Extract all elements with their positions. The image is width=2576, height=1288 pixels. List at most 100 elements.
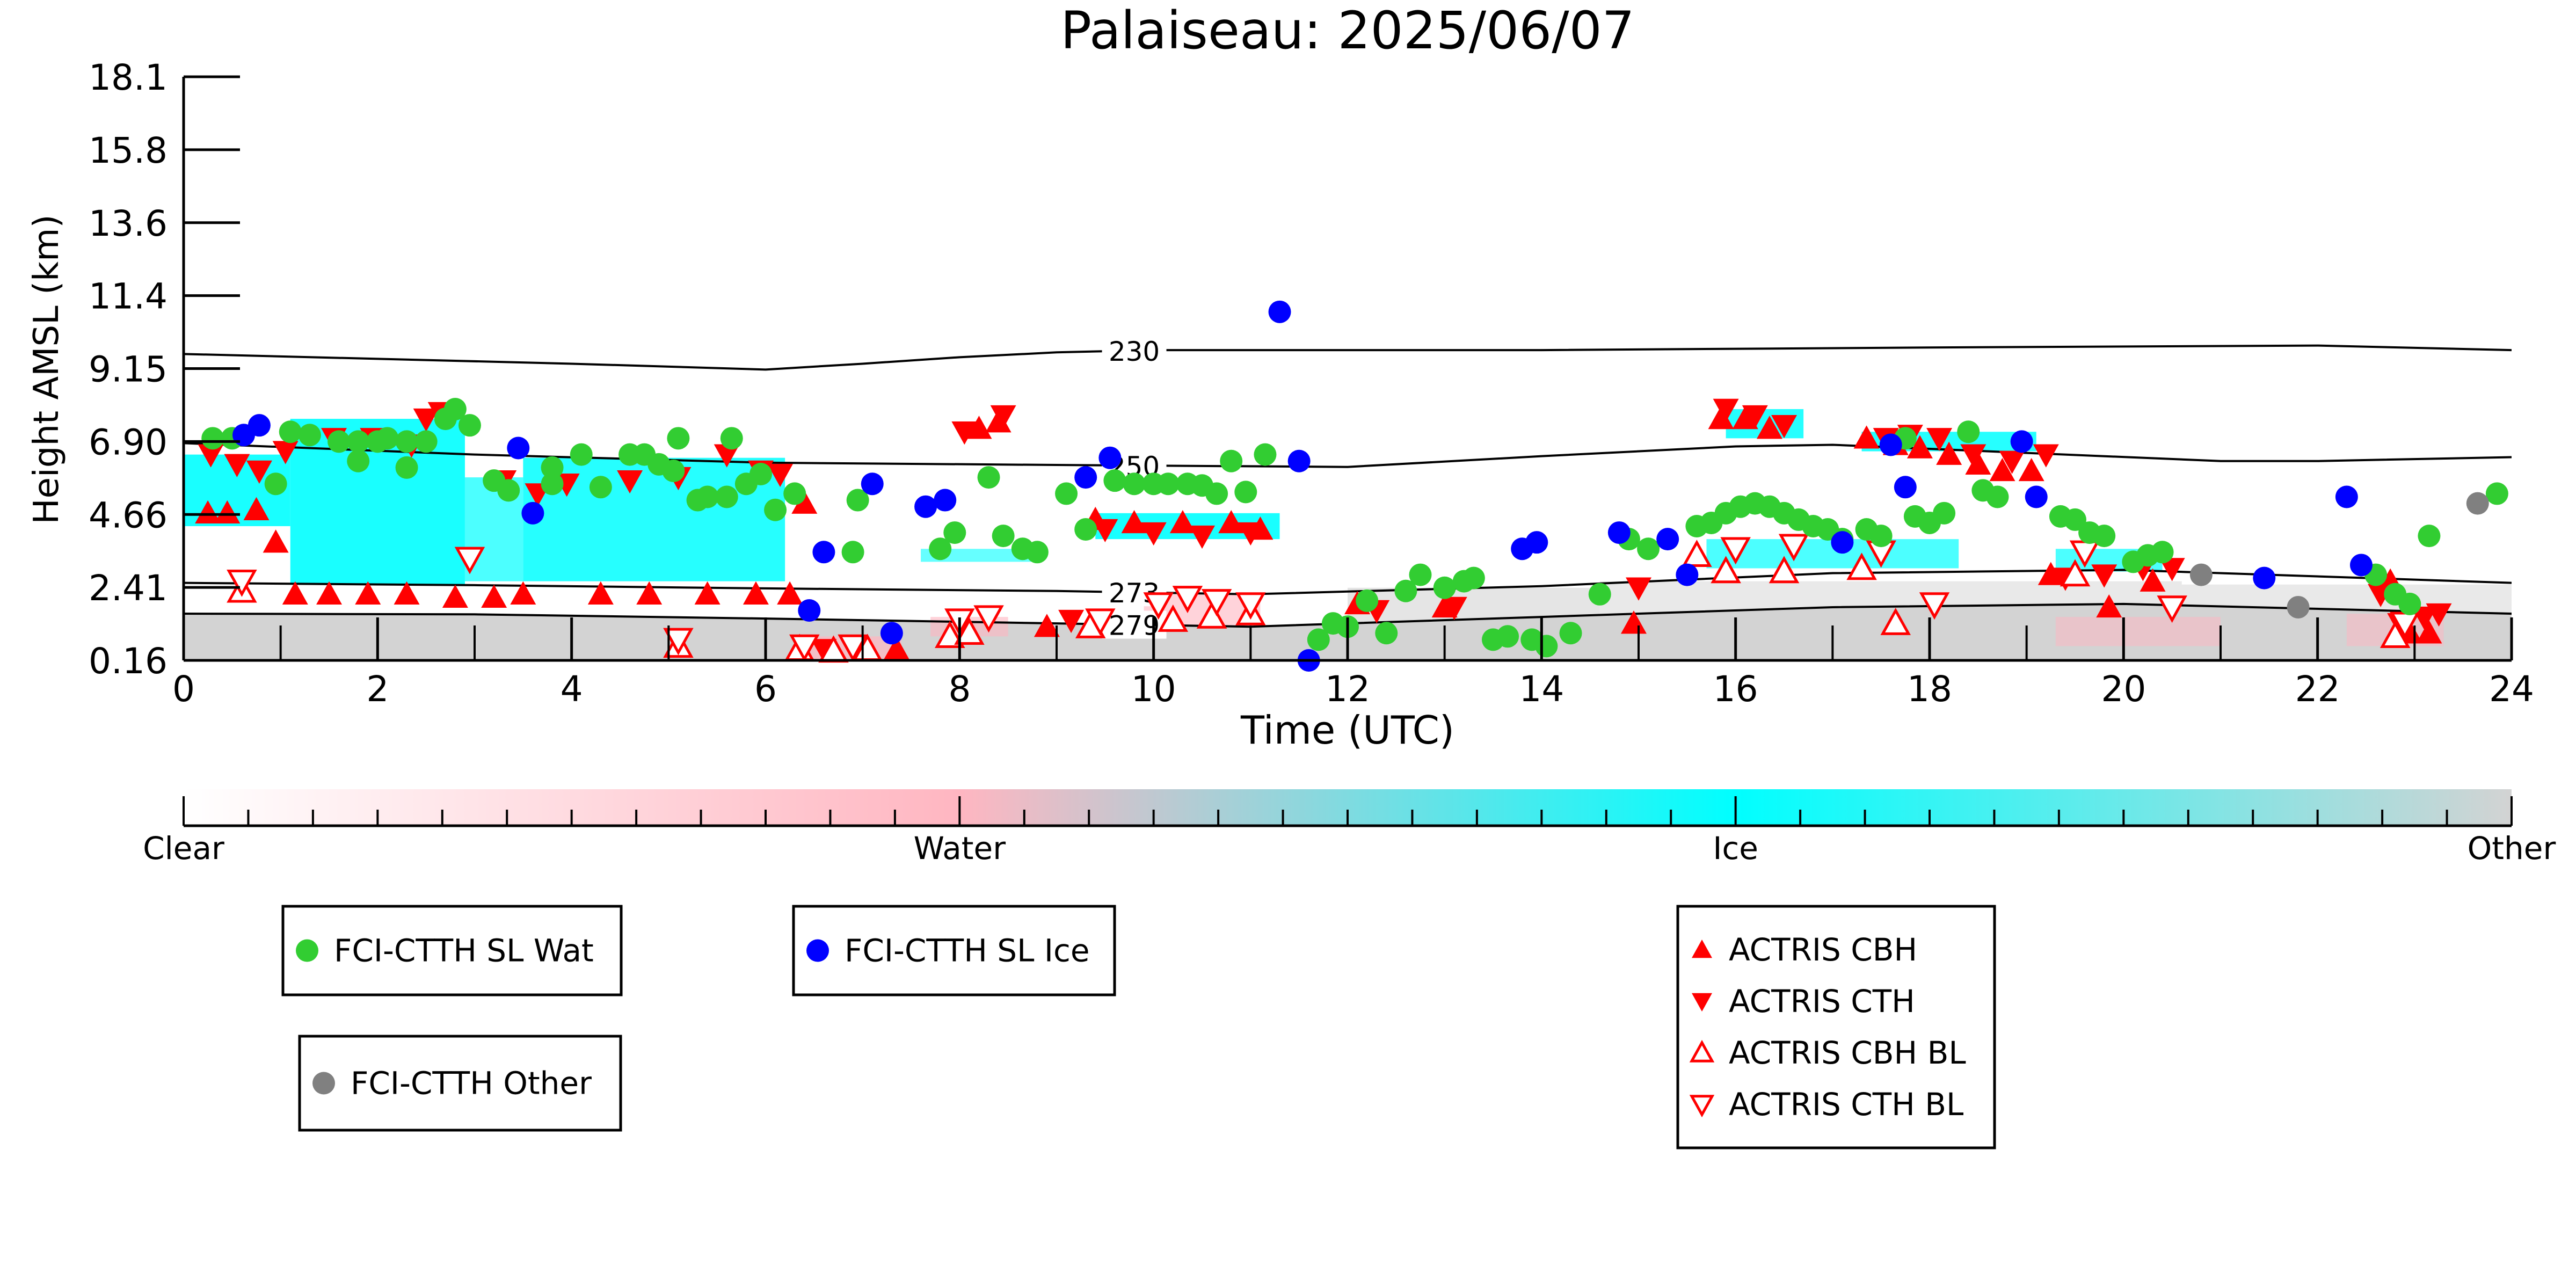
actris-cbh-bl-point (1158, 604, 1189, 632)
fci-ctth-other-point (2287, 595, 2310, 618)
legend-box: ACTRIS CBH ACTRIS CTH ACTRIS CBH BL ACTRIS … (1676, 905, 1996, 1149)
actris-cth-point (1092, 519, 1118, 543)
fci-ctth-sl-wat-point (1220, 449, 1243, 472)
chart-title: Palaiseau: 2025/06/07 (1060, 1, 1635, 61)
y-tick-label: 13.6 (89, 203, 168, 244)
fci-ctth-sl-wat-point (1103, 469, 1126, 492)
x-axis-label: Time (UTC) (1240, 708, 1454, 753)
fci-ctth-sl-wat-point (1462, 566, 1485, 590)
actris-cth-point (2426, 603, 2452, 627)
actris-cth-point (1189, 525, 1215, 549)
actris-cth-point (951, 421, 978, 445)
fci-ctth-sl-wat-point (264, 472, 287, 496)
y-tick-label: 15.8 (89, 130, 168, 171)
fci-ctth-sl-wat-point (2398, 592, 2421, 615)
fci-ctth-sl-ice-point (1607, 521, 1631, 544)
actris-cbh-bl-point (1682, 540, 1712, 567)
legend-label: FCI-CTTH SL Wat (334, 933, 594, 969)
fci-ctth-sl-wat-point (328, 430, 351, 453)
actris-cth-point (1960, 444, 1986, 468)
y-tick-label: 6.90 (89, 421, 168, 463)
fci-ctth-sl-wat-point (2485, 482, 2508, 505)
actris-cth-point (1626, 577, 1651, 601)
actris-cbh-point (966, 416, 992, 439)
fci-ctth-sl-wat-point (715, 485, 738, 508)
fci-ctth-sl-wat-point (347, 449, 370, 472)
fci-ctth-sl-ice-point (1656, 528, 1679, 551)
fci-ctth-sl-wat-point (570, 443, 593, 466)
x-tick-label: 24 (2489, 668, 2534, 710)
fci-ctth-sl-wat-point (298, 424, 321, 447)
legend-marker (1692, 940, 1712, 958)
fci-ctth-sl-wat-point (1933, 501, 1956, 525)
actris-cbh-bl-point (2060, 559, 2091, 587)
x-tick-label: 10 (1131, 668, 1176, 710)
fci-ctth-sl-wat-point (1957, 420, 1980, 443)
legend-frame (1676, 905, 1996, 1149)
x-tick-label: 6 (754, 668, 777, 710)
fci-ctth-sl-wat-point (2064, 508, 2086, 531)
fci-ctth-sl-wat-point (1637, 537, 1660, 561)
x-tick-label: 14 (1519, 668, 1564, 710)
legend-label: ACTRIS CTH (1729, 983, 1915, 1020)
actris-cth-point (2091, 564, 2117, 588)
fci-ctth-sl-wat-point (541, 472, 564, 496)
fci-ctth-sl-wat-point (201, 427, 224, 450)
fci-ctth-sl-wat-point (589, 476, 612, 499)
fci-ctth-sl-ice-point (2010, 430, 2033, 453)
colorbar-label: Ice (1713, 830, 1758, 867)
fci-ctth-sl-ice-point (521, 501, 544, 525)
y-tick-label: 9.15 (89, 349, 168, 390)
fci-ctth-sl-wat-point (1307, 628, 1330, 651)
actris-cth-bl-point (1235, 592, 1266, 620)
actris-cbh-point (587, 581, 614, 605)
x-tick-label: 8 (948, 668, 971, 710)
actris-cbh-point (481, 584, 507, 608)
actris-cth-point (1713, 398, 1739, 422)
series-actris-cbh (195, 406, 2442, 660)
fci-ctth-sl-wat-point (1496, 625, 1519, 648)
fci-ctth-other-point (2466, 492, 2489, 515)
fci-ctth-sl-wat-point (667, 427, 690, 450)
fci-ctth-sl-wat-point (1356, 589, 1379, 612)
actris-cth-bl-point (1919, 592, 1950, 620)
actris-cbh-point (1989, 457, 2015, 482)
cloud-class-region (2055, 617, 2221, 646)
fci-ctth-sl-wat-point (1394, 579, 1417, 602)
colorbar-label: Water (914, 830, 1006, 867)
x-tick-label: 12 (1325, 668, 1370, 710)
x-tick-label: 16 (1713, 668, 1758, 710)
actris-cth-point (413, 408, 439, 432)
fci-ctth-sl-wat-point (1205, 482, 1228, 505)
legend-marker (1689, 1039, 1715, 1063)
y-tick-label: 11.4 (89, 276, 168, 317)
actris-cth-bl-point (838, 634, 868, 662)
actris-cth-point (1999, 450, 2025, 474)
actris-cth-bl-point (1085, 608, 1116, 636)
fci-ctth-sl-ice-point (1287, 449, 1311, 472)
legend-frame (281, 905, 623, 996)
actris-cth-bl-point (1778, 534, 1809, 562)
fci-ctth-sl-wat-point (1025, 541, 1049, 564)
fci-ctth-sl-ice-point (507, 436, 530, 460)
fci-ctth-sl-wat-point (783, 482, 806, 505)
fci-ctth-sl-wat-point (443, 397, 467, 420)
fci-ctth-sl-wat-point (1433, 576, 1456, 599)
actris-cbh-bl-point (1846, 552, 1877, 580)
actris-cbh-point (214, 500, 241, 524)
legend-frame (298, 1035, 622, 1132)
actris-cbh-point (694, 581, 721, 605)
actris-cth-point (1441, 596, 1467, 620)
fci-ctth-sl-ice-point (798, 599, 821, 622)
fci-ctth-sl-wat-point (414, 430, 438, 453)
actris-cth-bl-point (1143, 592, 1174, 620)
actris-cth-bl-point (227, 569, 257, 597)
actris-cbh-point (777, 581, 803, 605)
fci-ctth-sl-ice-point (1894, 476, 1917, 499)
colorbar: Clear Water Ice Other (143, 789, 2556, 867)
actris-cbh-bl-point (1711, 556, 1741, 584)
y-tick-label: 2.41 (89, 567, 168, 609)
x-tick-label: 4 (561, 668, 583, 710)
actris-cth-point (1140, 522, 1167, 546)
